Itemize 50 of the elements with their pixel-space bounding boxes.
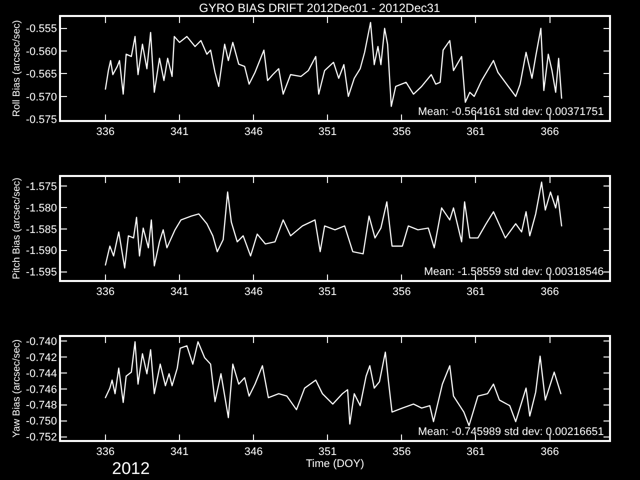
y-tick-label: -1.590 <box>26 245 58 258</box>
y-tick-label: -0.752 <box>26 432 58 444</box>
y-axis-title: Yaw Bias (arcsec/sec) <box>11 339 22 438</box>
x-tick-label: 346 <box>244 286 263 298</box>
annotation: Mean: -0.564161 std dev: 0.00371751 <box>418 106 604 118</box>
y-tick-label: -1.595 <box>26 266 58 279</box>
y-tick-label: -1.575 <box>26 180 58 193</box>
x-tick-label: 361 <box>466 446 485 458</box>
x-tick-label: 341 <box>170 446 189 458</box>
x-tick-label: 351 <box>318 126 337 138</box>
y-tick-label: -0.740 <box>26 336 58 348</box>
x-tick-label: 341 <box>170 286 189 298</box>
y-tick-label: -0.565 <box>26 68 58 81</box>
x-tick-label: 336 <box>96 286 115 298</box>
x-tick-label: 346 <box>244 126 263 138</box>
text: 2012 <box>112 459 150 478</box>
annotation: Mean: -1.58559 std dev: 0.00318546 <box>424 266 604 278</box>
y-axis-title: Roll Bias (arcsec/sec) <box>11 20 22 117</box>
y-tick-label: -0.575 <box>26 114 58 126</box>
y-tick-label: -0.744 <box>26 368 58 380</box>
x-tick-label: 351 <box>318 286 337 298</box>
y-tick-label: -0.555 <box>26 23 58 36</box>
line-series <box>104 341 562 426</box>
annotation: Mean: -0.745989 std dev: 0.00216651 <box>418 426 604 438</box>
x-tick-label: 356 <box>392 446 411 458</box>
x-tick-label: 336 <box>96 126 115 138</box>
chart-title: GYRO BIAS DRIFT 2012Dec01 - 2012Dec31 <box>199 1 441 15</box>
x-tick-label: 351 <box>318 446 337 458</box>
x-tick-label: 356 <box>392 286 411 298</box>
x-tick-label: 336 <box>96 446 115 458</box>
x-tick-label: 346 <box>244 446 263 458</box>
y-tick-label: -1.580 <box>26 202 58 214</box>
x-tick-label: 356 <box>392 126 411 138</box>
x-tick-label: 366 <box>540 286 559 298</box>
line-series <box>104 22 562 107</box>
y-tick-label: -1.585 <box>26 224 58 236</box>
y-tick-label: -0.750 <box>26 416 58 428</box>
y-axis-title: Pitch Bias (arcsec/sec) <box>11 178 22 280</box>
y-tick-label: -0.742 <box>26 352 58 364</box>
x-tick-label: 366 <box>540 126 559 138</box>
y-tick-label: -0.746 <box>26 384 58 396</box>
y-tick-label: -0.748 <box>26 400 58 412</box>
x-tick-label: 361 <box>466 286 485 298</box>
x-axis-title: Time (DOY) <box>306 458 364 470</box>
x-tick-label: 361 <box>466 126 485 138</box>
x-tick-label: 341 <box>170 126 189 138</box>
x-tick-label: 366 <box>540 446 559 458</box>
line-series <box>104 182 562 269</box>
y-tick-label: -0.570 <box>26 91 58 104</box>
y-tick-label: -0.560 <box>26 46 58 58</box>
